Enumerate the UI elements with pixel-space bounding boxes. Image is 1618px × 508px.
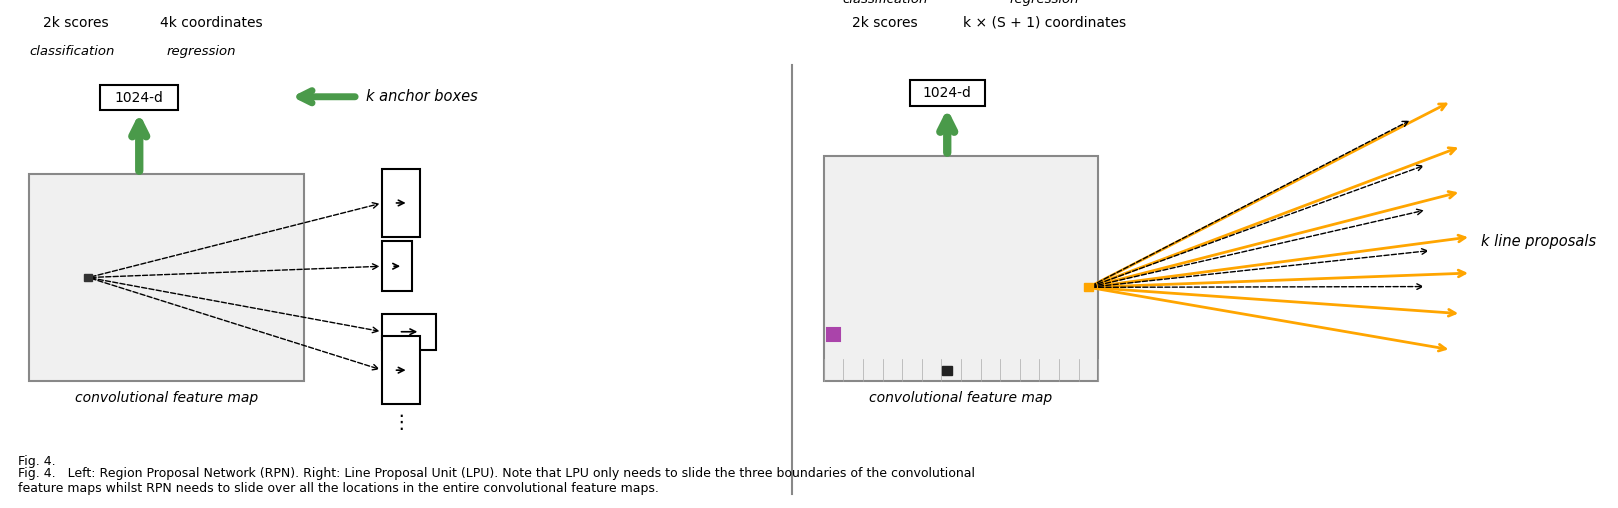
Text: k anchor boxes: k anchor boxes: [366, 89, 477, 104]
FancyBboxPatch shape: [84, 274, 92, 281]
FancyBboxPatch shape: [34, 10, 118, 35]
Text: classification: classification: [843, 0, 927, 6]
Text: feature maps whilst RPN needs to slide over all the locations in the entire conv: feature maps whilst RPN needs to slide o…: [18, 482, 659, 495]
FancyBboxPatch shape: [29, 174, 304, 382]
Text: 2k scores: 2k scores: [44, 16, 108, 29]
FancyBboxPatch shape: [1084, 283, 1092, 292]
FancyBboxPatch shape: [824, 359, 1099, 382]
FancyBboxPatch shape: [824, 155, 1099, 382]
FancyBboxPatch shape: [382, 336, 419, 404]
FancyBboxPatch shape: [382, 169, 419, 237]
Text: ⋮: ⋮: [392, 412, 411, 432]
FancyBboxPatch shape: [157, 10, 265, 35]
FancyBboxPatch shape: [100, 85, 178, 110]
FancyBboxPatch shape: [382, 313, 437, 350]
Text: classification: classification: [29, 45, 115, 58]
FancyBboxPatch shape: [942, 366, 951, 375]
FancyBboxPatch shape: [827, 328, 840, 341]
FancyBboxPatch shape: [966, 10, 1123, 35]
Text: regression: regression: [1010, 0, 1079, 6]
Text: 1024-d: 1024-d: [922, 86, 972, 100]
Text: k line proposals: k line proposals: [1480, 234, 1595, 249]
FancyBboxPatch shape: [382, 241, 413, 291]
Text: Fig. 4.   Left: Region Proposal Network (RPN). Right: Line Proposal Unit (LPU). : Fig. 4. Left: Region Proposal Network (R…: [18, 467, 974, 480]
Text: k × (S + 1) coordinates: k × (S + 1) coordinates: [963, 16, 1126, 29]
Text: convolutional feature map: convolutional feature map: [74, 391, 259, 405]
Text: 4k coordinates: 4k coordinates: [160, 16, 262, 29]
Text: 2k scores: 2k scores: [853, 16, 917, 29]
FancyBboxPatch shape: [843, 10, 927, 35]
Text: regression: regression: [167, 45, 236, 58]
FancyBboxPatch shape: [909, 80, 984, 106]
Text: 1024-d: 1024-d: [115, 90, 163, 105]
Text: Fig. 4.: Fig. 4.: [18, 455, 55, 467]
Text: convolutional feature map: convolutional feature map: [869, 391, 1053, 405]
